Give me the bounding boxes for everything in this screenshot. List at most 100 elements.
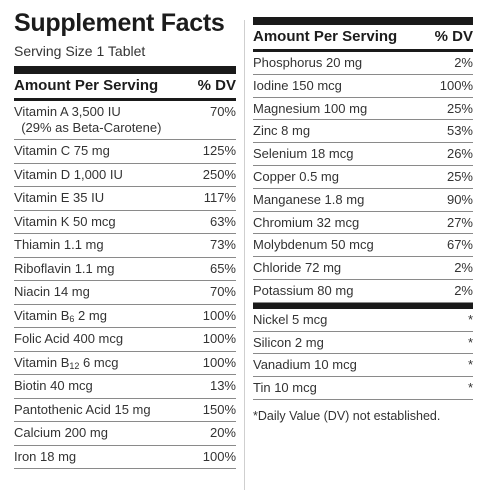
nutrient-name: Nickel 5 mcg — [253, 312, 462, 328]
daily-value: 20% — [209, 425, 236, 440]
nutrient-row: Nickel 5 mcg * — [253, 309, 473, 332]
nutrient-row: Vitamin D 1,000 IU 250% — [14, 164, 236, 187]
nutrient-name-text: Vitamin B — [14, 307, 70, 323]
nutrient-name-text: Phosphorus 20 mg — [253, 55, 363, 70]
nutrient-row: Niacin 14 mg 70% — [14, 281, 236, 305]
nutrient-name-text: Iron 18 mg — [14, 448, 77, 464]
nutrient-row: Iron 18 mg 100% — [14, 446, 236, 469]
nutrient-name: Molybdenum 50 mcg — [253, 237, 441, 253]
nutrient-name: Chloride 72 mg — [253, 260, 448, 276]
nutrient-row: Iodine 150 mcg 100% — [253, 75, 473, 98]
daily-value: 13% — [209, 378, 236, 393]
nutrient-name: Pantothenic Acid 15 mg — [14, 402, 197, 418]
nutrient-name-text: Vitamin A 3,500 IU — [14, 104, 121, 119]
nutrient-name: Vitamin B12 6 mcg — [14, 355, 197, 374]
nutrient-name-text: Silicon 2 mg — [253, 334, 324, 350]
nutrient-row: Folic Acid 400 mcg 100% — [14, 328, 236, 352]
nutrient-name-text: Iodine 150 mcg — [253, 77, 342, 93]
nutrient-name-text: Vitamin K 50 mcg — [14, 213, 116, 229]
daily-value: 250% — [202, 166, 236, 182]
table-header: Amount Per Serving % DV — [14, 66, 236, 101]
nutrient-name-text: Biotin 40 mcg — [14, 378, 93, 393]
nutrient-name-text: Vitamin C 75 mg — [14, 143, 110, 158]
header-dv-right: % DV — [434, 28, 473, 45]
serving-size: Serving Size 1 Tablet — [14, 43, 146, 59]
page-title: Supplement Facts — [14, 9, 225, 37]
nutrient-name-text: Riboflavin 1.1 mg — [14, 260, 115, 276]
daily-value: 125% — [202, 143, 236, 158]
nutrient-name-text: Potassium 80 mg — [253, 282, 354, 298]
daily-value: * — [467, 380, 473, 396]
nutrient-name-text: Copper 0.5 mg — [253, 168, 339, 184]
daily-value: 67% — [446, 237, 473, 253]
nutrient-name: Vitamin C 75 mg — [14, 143, 197, 159]
nutrient-row: Vanadium 10 mcg * — [253, 354, 473, 378]
nutrient-name: Silicon 2 mg — [253, 335, 462, 351]
nutrient-row: Copper 0.5 mg 25% — [253, 166, 473, 189]
daily-value: 73% — [209, 237, 236, 252]
daily-value: 100% — [439, 77, 473, 93]
daily-value: 100% — [202, 307, 236, 323]
nutrient-name: Thiamin 1.1 mg — [14, 237, 204, 253]
nutrient-name: Zinc 8 mg — [253, 123, 441, 139]
nutrient-name: Folic Acid 400 mcg — [14, 331, 197, 347]
nutrient-row: Biotin 40 mcg 13% — [14, 375, 236, 399]
daily-value: 150% — [202, 401, 236, 417]
nutrient-row: Vitamin B12 6 mcg 100% — [14, 352, 236, 375]
nutrient-name: Iron 18 mg — [14, 449, 197, 465]
daily-value: 27% — [446, 214, 473, 230]
daily-value: 117% — [203, 190, 236, 205]
nutrient-name: Tin 10 mcg — [253, 380, 462, 396]
nutrient-name: Vanadium 10 mcg — [253, 357, 462, 373]
nutrient-row: Tin 10 mcg * — [253, 377, 473, 400]
nutrient-row: Pantothenic Acid 15 mg 150% — [14, 399, 236, 422]
nutrient-name: Copper 0.5 mg — [253, 169, 441, 185]
nutrient-name-text: Calcium 200 mg — [14, 425, 108, 440]
daily-value: 100% — [202, 331, 236, 346]
nutrient-subscript: 12 — [69, 360, 80, 371]
nutrient-name: Vitamin A 3,500 IU (29% as Beta-Carotene… — [14, 104, 204, 136]
nutrient-name: Vitamin B6 2 mg — [14, 308, 197, 327]
daily-value: 53% — [446, 123, 473, 139]
nutrient-name-text: Thiamin 1.1 mg — [14, 237, 104, 252]
nutrient-name: Riboflavin 1.1 mg — [14, 261, 204, 277]
daily-value: 70% — [209, 104, 236, 119]
nutrient-name-text: Zinc 8 mg — [253, 123, 311, 139]
nutrient-name-text: Chromium 32 mcg — [253, 214, 360, 230]
nutrient-name-text: Selenium 18 mcg — [253, 146, 354, 162]
nutrient-name: Biotin 40 mcg — [14, 378, 204, 394]
nutrient-name-text: Nickel 5 mcg — [253, 311, 328, 327]
header-amount: Amount Per Serving — [14, 77, 159, 94]
nutrient-name-text: Pantothenic Acid 15 mg — [14, 401, 151, 417]
nutrient-name-text: Folic Acid 400 mcg — [14, 331, 124, 346]
daily-value: 26% — [446, 146, 473, 162]
footnote: *Daily Value (DV) not established. — [253, 408, 441, 423]
nutrient-name: Vitamin K 50 mcg — [14, 214, 204, 230]
daily-value: 25% — [446, 168, 473, 184]
nutrient-name: Calcium 200 mg — [14, 425, 204, 441]
nutrient-subscript: 6 — [69, 313, 75, 324]
nutrient-row: Vitamin B6 2 mg 100% — [14, 305, 236, 328]
nutrient-row: Phosphorus 20 mg 2% — [253, 52, 473, 75]
daily-value: 25% — [446, 100, 473, 116]
nutrient-row: Thiamin 1.1 mg 73% — [14, 234, 236, 258]
daily-value: 2% — [454, 282, 473, 298]
nutrient-row: Molybdenum 50 mcg 67% — [253, 234, 473, 258]
nutrient-name: Manganese 1.8 mg — [253, 192, 441, 208]
daily-value: 65% — [209, 260, 236, 276]
nutrient-name: Chromium 32 mcg — [253, 215, 441, 231]
right-column: Amount Per Serving % DV Phosphorus 20 mg… — [253, 0, 473, 424]
header-amount-right: Amount Per Serving — [253, 28, 398, 45]
nutrient-name: Potassium 80 mg — [253, 283, 448, 299]
nutrient-row: Vitamin E 35 IU 117% — [14, 187, 236, 211]
nutrient-row: Manganese 1.8 mg 90% — [253, 189, 473, 212]
nutrient-name-text: Vanadium 10 mcg — [253, 357, 357, 373]
daily-value: 2% — [454, 260, 473, 276]
nutrient-name: Selenium 18 mcg — [253, 146, 441, 162]
nutrient-name-text: Chloride 72 mg — [253, 260, 342, 276]
nutrient-row: Calcium 200 mg 20% — [14, 422, 236, 446]
nutrient-name-text: Vitamin B — [14, 354, 70, 370]
daily-value: 100% — [202, 448, 236, 464]
nutrient-name: Phosphorus 20 mg — [253, 55, 448, 71]
left-column: Supplement Facts Serving Size 1 Tablet A… — [14, 0, 236, 469]
